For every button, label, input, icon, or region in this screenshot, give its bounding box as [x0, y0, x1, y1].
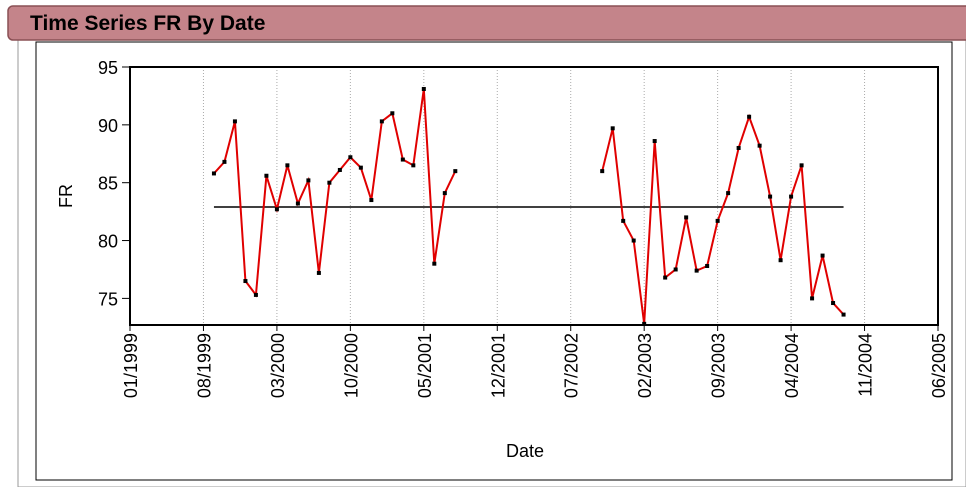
- point: [736, 145, 741, 150]
- x-tick-label: 07/2002: [562, 333, 582, 398]
- point: [694, 268, 699, 273]
- y-tick-label: 85: [98, 174, 118, 194]
- point: [442, 191, 447, 196]
- x-tick-label: 04/2004: [782, 333, 802, 398]
- point: [684, 215, 689, 220]
- point: [631, 238, 636, 243]
- x-tick-label: 08/1999: [194, 333, 214, 398]
- x-tick-label: 01/1999: [121, 333, 141, 398]
- point: [274, 207, 279, 212]
- point: [421, 86, 426, 91]
- point: [705, 263, 710, 268]
- point: [358, 165, 363, 170]
- point: [789, 194, 794, 199]
- x-axis-label: Date: [506, 441, 544, 461]
- point: [747, 114, 752, 119]
- point: [243, 279, 248, 284]
- point: [295, 201, 300, 206]
- point: [453, 169, 458, 174]
- point: [285, 163, 290, 168]
- x-tick-label: 05/2001: [415, 333, 435, 398]
- y-tick-label: 75: [98, 289, 118, 309]
- point: [211, 171, 216, 176]
- point: [600, 169, 605, 174]
- y-axis-label: FR: [56, 184, 76, 208]
- point: [831, 301, 836, 306]
- point: [768, 194, 773, 199]
- point: [348, 155, 353, 160]
- point: [757, 143, 762, 148]
- point: [432, 261, 437, 266]
- point: [232, 119, 237, 124]
- y-tick-label: 90: [98, 116, 118, 136]
- point: [610, 126, 615, 131]
- point: [726, 191, 731, 196]
- point: [810, 296, 815, 301]
- x-tick-label: 12/2001: [488, 333, 508, 398]
- point: [642, 321, 647, 326]
- point: [663, 275, 668, 280]
- point: [715, 218, 720, 223]
- point: [222, 159, 227, 164]
- x-tick-label: 02/2003: [635, 333, 655, 398]
- point: [306, 178, 311, 183]
- x-tick-label: 10/2000: [341, 333, 361, 398]
- point: [264, 173, 269, 178]
- frame: [35, 41, 953, 481]
- x-tick-label: 11/2004: [856, 333, 876, 397]
- chart-title: Time Series FR By Date: [30, 12, 265, 35]
- point: [841, 312, 846, 317]
- point: [390, 111, 395, 116]
- point: [327, 180, 332, 185]
- point: [369, 198, 374, 203]
- x-tick-label: 03/2000: [268, 333, 288, 398]
- x-tick-label: 06/2005: [929, 333, 949, 398]
- point: [316, 270, 321, 275]
- point: [400, 157, 405, 162]
- point: [337, 167, 342, 172]
- point: [799, 163, 804, 168]
- plot-frame: [129, 66, 939, 326]
- point: [778, 258, 783, 263]
- point: [621, 218, 626, 223]
- point: [652, 139, 657, 144]
- point: [673, 267, 678, 272]
- point: [820, 253, 825, 258]
- series-line: [213, 88, 845, 324]
- y-tick-label: 95: [98, 58, 118, 78]
- y-tick-label: 80: [98, 232, 118, 252]
- header[interactable]: [7, 5, 966, 41]
- point: [411, 163, 416, 168]
- point: [379, 119, 384, 124]
- point: [253, 292, 258, 297]
- x-tick-label: 09/2003: [709, 333, 729, 398]
